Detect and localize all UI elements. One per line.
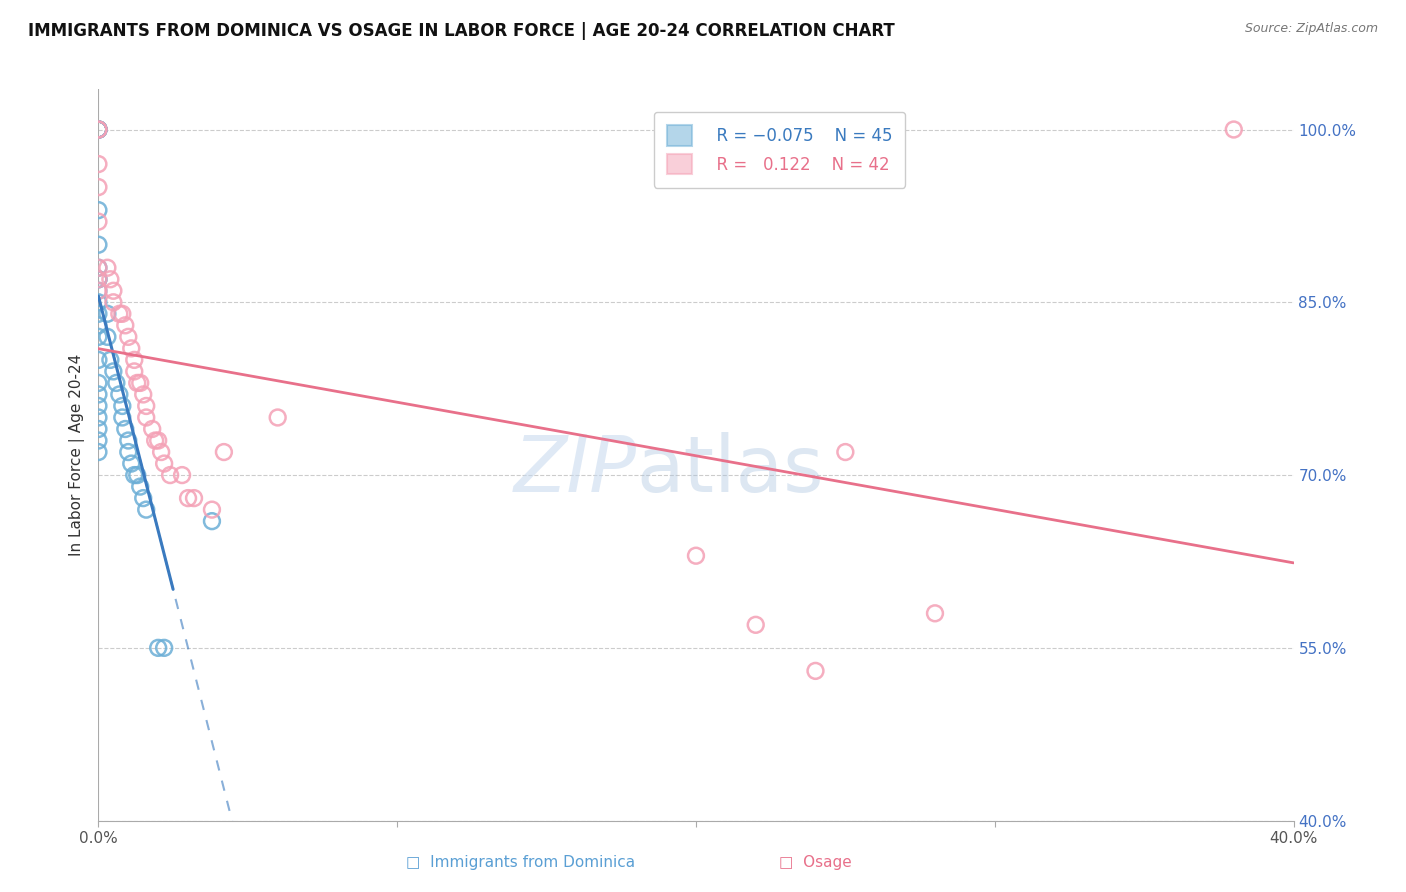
Point xyxy=(103,364,125,378)
Point xyxy=(105,376,128,390)
Point xyxy=(87,307,110,321)
Point xyxy=(177,491,200,505)
Point xyxy=(87,180,110,194)
Text: Source: ZipAtlas.com: Source: ZipAtlas.com xyxy=(1244,22,1378,36)
Point xyxy=(148,640,170,655)
Point xyxy=(87,422,110,436)
Point xyxy=(108,307,131,321)
Point xyxy=(87,122,110,136)
Point xyxy=(114,422,136,436)
Point xyxy=(96,330,118,344)
Point xyxy=(129,376,152,390)
Point xyxy=(135,410,157,425)
Point xyxy=(87,295,110,310)
Point xyxy=(124,364,146,378)
Text: □  Immigrants from Dominica: □ Immigrants from Dominica xyxy=(406,855,634,870)
Point xyxy=(100,352,122,367)
Point xyxy=(117,445,139,459)
Point xyxy=(212,445,235,459)
Point xyxy=(87,272,110,286)
Point xyxy=(87,203,110,218)
Y-axis label: In Labor Force | Age 20-24: In Labor Force | Age 20-24 xyxy=(69,354,86,556)
Point xyxy=(120,342,142,356)
Point xyxy=(924,607,946,621)
Point xyxy=(159,468,181,483)
Point xyxy=(87,122,110,136)
Point xyxy=(685,549,707,563)
Point xyxy=(87,272,110,286)
Point xyxy=(87,284,110,298)
Point xyxy=(111,307,134,321)
Point xyxy=(87,387,110,401)
Point xyxy=(103,284,125,298)
Point xyxy=(87,122,110,136)
Point xyxy=(120,457,142,471)
Point xyxy=(87,376,110,390)
Point xyxy=(114,318,136,333)
Point xyxy=(87,272,110,286)
Point xyxy=(129,480,152,494)
Point xyxy=(87,122,110,136)
Point xyxy=(87,260,110,275)
Point xyxy=(87,122,110,136)
Point xyxy=(111,410,134,425)
Point xyxy=(87,445,110,459)
Point xyxy=(1223,122,1246,136)
Text: atlas: atlas xyxy=(637,432,824,508)
Point xyxy=(87,157,110,171)
Text: ZIP: ZIP xyxy=(513,432,637,508)
Point xyxy=(267,410,290,425)
Point xyxy=(745,617,768,632)
Point xyxy=(87,318,110,333)
Point xyxy=(132,387,155,401)
Point xyxy=(127,468,149,483)
Point xyxy=(87,237,110,252)
Point xyxy=(96,307,118,321)
Point xyxy=(87,284,110,298)
Point xyxy=(117,330,139,344)
Point xyxy=(150,445,173,459)
Point xyxy=(143,434,166,448)
Point xyxy=(87,122,110,136)
Point xyxy=(132,491,155,505)
Text: □  Osage: □ Osage xyxy=(779,855,852,870)
Point xyxy=(87,122,110,136)
Point xyxy=(804,664,827,678)
Point xyxy=(100,272,122,286)
Point xyxy=(87,122,110,136)
Point xyxy=(117,434,139,448)
Point xyxy=(141,422,163,436)
Point xyxy=(111,399,134,413)
Point xyxy=(201,514,224,528)
Point xyxy=(135,399,157,413)
Point xyxy=(103,295,125,310)
Point xyxy=(148,434,170,448)
Point xyxy=(108,387,131,401)
Point xyxy=(153,457,176,471)
Point xyxy=(127,376,149,390)
Point xyxy=(124,352,146,367)
Point xyxy=(87,122,110,136)
Point xyxy=(135,502,157,516)
Point xyxy=(87,410,110,425)
Point xyxy=(96,260,118,275)
Point xyxy=(87,399,110,413)
Point xyxy=(87,215,110,229)
Point xyxy=(124,468,146,483)
Point xyxy=(87,260,110,275)
Point xyxy=(183,491,205,505)
Point xyxy=(87,434,110,448)
Point xyxy=(201,502,224,516)
Legend:   R = −0.075    N = 45,   R =   0.122    N = 42: R = −0.075 N = 45, R = 0.122 N = 42 xyxy=(654,112,905,188)
Point xyxy=(172,468,194,483)
Point xyxy=(87,330,110,344)
Point xyxy=(87,352,110,367)
Point xyxy=(834,445,856,459)
Text: IMMIGRANTS FROM DOMINICA VS OSAGE IN LABOR FORCE | AGE 20-24 CORRELATION CHART: IMMIGRANTS FROM DOMINICA VS OSAGE IN LAB… xyxy=(28,22,894,40)
Point xyxy=(153,640,176,655)
